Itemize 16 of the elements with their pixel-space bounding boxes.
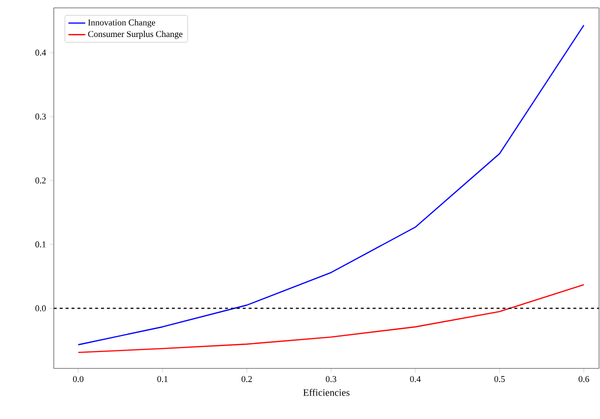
x-tick-label: 0.2	[242, 376, 252, 382]
y-tick-label: 0.0	[35, 305, 46, 312]
x-axis-title: Efficiencies	[303, 388, 350, 396]
legend-label: Innovation Change	[88, 19, 156, 28]
x-tick-label: 0.5	[494, 376, 505, 382]
y-tick-label: 0.1	[35, 242, 46, 248]
x-tick-label: 0.4	[410, 376, 421, 382]
legend-label: Consumer Surplus Change	[88, 30, 182, 39]
y-tick-label: 0.2	[35, 178, 46, 184]
x-tick-label: 0.1	[157, 376, 168, 382]
y-tick-label: 0.3	[35, 114, 46, 120]
x-tick-label: 0.6	[578, 376, 590, 382]
x-tick-label: 0.3	[326, 376, 336, 382]
y-tick-label: 0.4	[35, 50, 46, 56]
line-series	[78, 284, 584, 354]
x-tick-label: 0.0	[73, 376, 84, 382]
